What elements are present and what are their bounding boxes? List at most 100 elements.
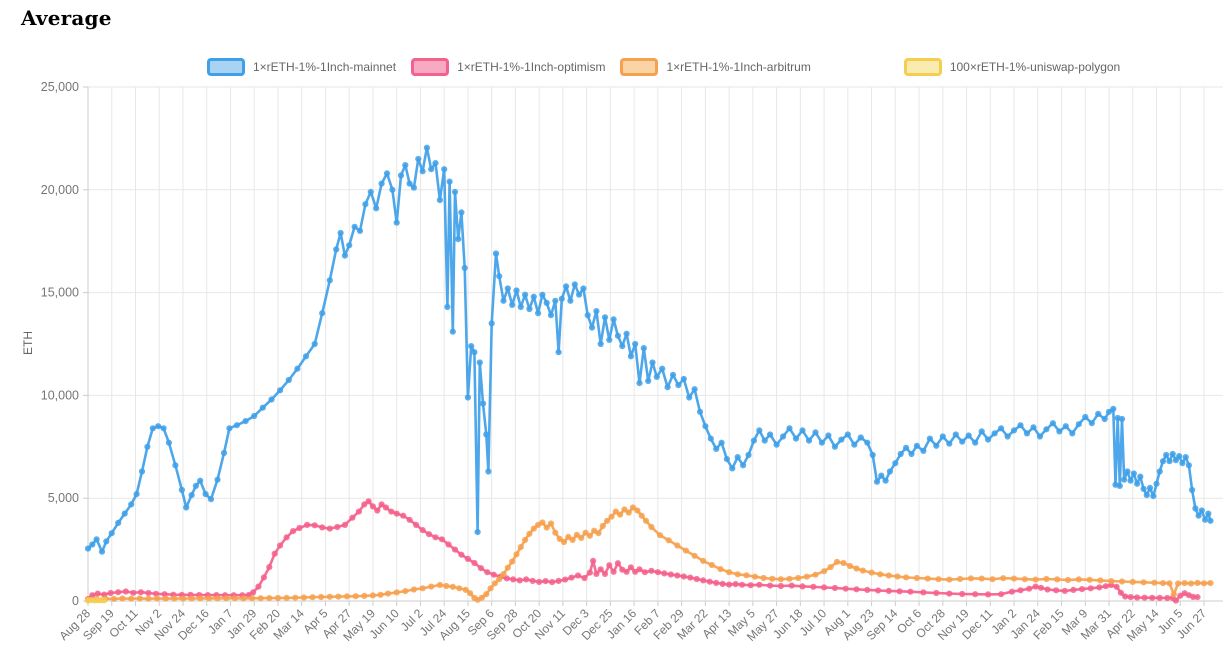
data-point <box>674 572 681 579</box>
data-point <box>257 595 264 602</box>
data-point <box>686 394 693 401</box>
data-point <box>438 536 446 543</box>
data-point <box>445 541 452 548</box>
data-point <box>367 188 374 195</box>
data-point <box>309 594 316 601</box>
data-point <box>110 595 117 603</box>
data-point <box>732 581 739 588</box>
data-point <box>479 400 487 407</box>
data-point <box>726 569 733 576</box>
data-point <box>346 242 353 249</box>
data-point <box>484 569 491 576</box>
data-point <box>547 520 555 527</box>
data-point <box>612 508 619 515</box>
data-point <box>885 587 892 595</box>
data-point <box>892 460 899 467</box>
data-point <box>549 579 556 586</box>
data-point <box>1116 482 1123 489</box>
data-point <box>373 205 380 212</box>
data-point <box>152 590 160 597</box>
data-point <box>402 588 409 595</box>
data-point <box>464 555 471 563</box>
data-point <box>1069 430 1076 437</box>
data-point <box>547 312 555 319</box>
legend-item-uniswap-polygon[interactable]: 100×rETH-1%-uniswap-polygon <box>903 58 1120 76</box>
data-point <box>597 566 604 573</box>
data-point <box>1121 476 1128 483</box>
data-point <box>474 529 481 536</box>
data-point <box>869 451 876 459</box>
data-point <box>226 425 233 432</box>
data-point <box>1021 576 1028 583</box>
data-point <box>130 589 137 596</box>
data-point <box>853 586 860 593</box>
data-point <box>573 531 581 538</box>
data-point <box>838 436 845 443</box>
data-point <box>1156 468 1163 475</box>
data-point <box>713 445 720 452</box>
data-point <box>864 439 871 446</box>
data-point <box>526 305 533 313</box>
data-point <box>319 524 326 531</box>
data-point <box>101 597 108 604</box>
data-point <box>1097 577 1104 584</box>
data-point <box>1134 480 1141 487</box>
data-point <box>455 236 462 243</box>
data-point <box>700 557 707 565</box>
data-point <box>145 589 152 597</box>
data-point <box>1176 453 1183 460</box>
data-point <box>172 462 179 469</box>
data-point <box>998 591 1005 598</box>
data-point <box>214 476 221 483</box>
data-point <box>513 551 520 558</box>
data-point <box>362 201 369 208</box>
data-point <box>285 376 292 384</box>
data-point <box>751 573 759 580</box>
data-point <box>513 287 520 294</box>
data-point <box>792 435 800 442</box>
data-point <box>103 538 110 545</box>
data-point <box>423 144 430 151</box>
legend-item-mainnet[interactable]: 1×rETH-1%-1Inch-mainnet <box>207 58 396 76</box>
data-point <box>259 404 266 411</box>
data-point <box>461 264 468 271</box>
data-point <box>250 589 257 596</box>
data-point <box>873 478 881 485</box>
data-point <box>162 595 169 602</box>
legend-item-arbitrum[interactable]: 1×rETH-1%-1Inch-arbitrum <box>620 58 811 76</box>
data-point <box>1023 430 1031 437</box>
data-point <box>1117 589 1124 596</box>
data-point <box>584 312 591 319</box>
data-point <box>509 301 516 308</box>
data-point <box>369 592 376 599</box>
data-point <box>576 291 583 298</box>
data-point <box>492 250 500 257</box>
data-point <box>458 209 465 216</box>
data-point <box>488 320 495 327</box>
data-point <box>586 569 594 576</box>
data-point <box>207 496 215 503</box>
data-point <box>1004 433 1011 440</box>
legend-swatch-optimism-icon <box>411 58 450 76</box>
data-point <box>998 425 1005 432</box>
data-point <box>675 382 682 389</box>
series-1 <box>84 498 1201 604</box>
data-point <box>659 365 666 372</box>
data-point <box>268 396 275 403</box>
legend-item-optimism[interactable]: 1×rETH-1%-1Inch-optimism <box>411 58 605 76</box>
data-point <box>89 541 96 548</box>
data-point <box>552 297 559 304</box>
data-point <box>723 456 731 463</box>
data-point <box>957 575 964 583</box>
data-point <box>610 316 617 323</box>
data-point <box>621 506 628 513</box>
data-point <box>318 593 325 601</box>
data-point <box>436 581 443 589</box>
data-point <box>844 431 851 438</box>
data-point <box>586 532 594 539</box>
legend-swatch-arbitrum-icon <box>620 58 659 76</box>
data-point <box>458 551 465 558</box>
data-point <box>885 572 892 579</box>
data-point <box>107 589 114 597</box>
data-point <box>786 575 793 582</box>
